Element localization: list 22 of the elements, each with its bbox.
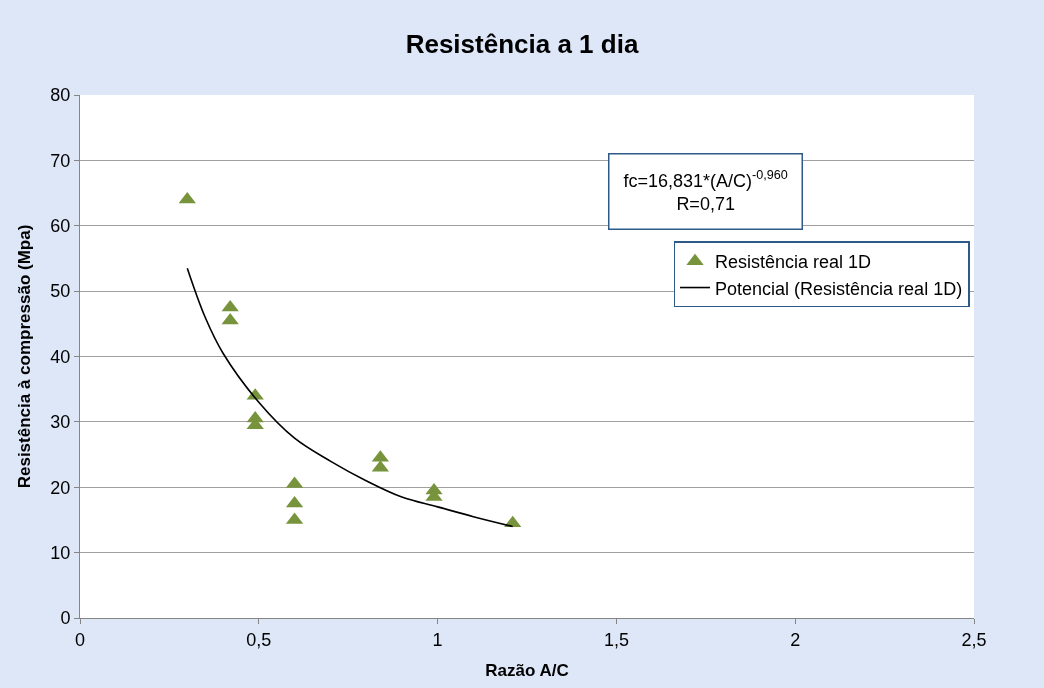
y-tick-label: 80 [50,85,71,106]
y-axis-title: Resistência à compressão (Mpa) [14,224,34,489]
legend-label: Resistência real 1D [715,252,872,273]
chart-title: Resistência a 1 dia [405,28,639,59]
x-tick-label: 0 [74,629,86,650]
y-tick-label: 60 [50,216,71,237]
y-tick-label: 0 [60,608,71,629]
y-tick-label: 40 [50,346,71,367]
y-tick-label: 10 [50,542,71,563]
y-tick-label: 50 [50,281,71,302]
x-axis-title: Razão A/C [485,661,569,680]
y-tick-label: 70 [50,150,71,171]
x-tick-label: 1,5 [603,629,629,650]
y-tick-label: 30 [50,412,71,433]
x-tick-label: 1 [432,629,443,650]
y-tick-label: 20 [50,477,71,498]
legend-label: Potencial (Resistência real 1D) [715,278,963,299]
point [221,299,239,312]
x-tick-label: 2,5 [961,629,987,650]
x-tick-label: 0,5 [246,629,272,650]
text: fc=16,831*(A/C)$^{-0,960}$ R=0,71 [623,168,788,215]
x-tick-label: 2 [790,629,801,650]
